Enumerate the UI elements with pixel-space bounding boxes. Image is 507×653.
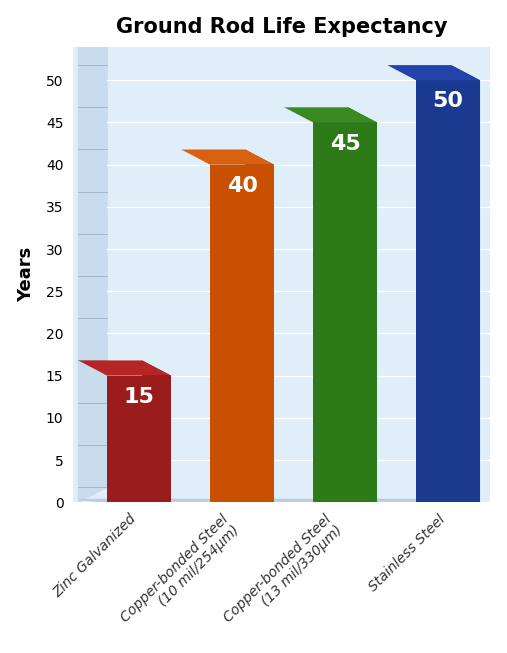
Polygon shape [387,65,480,80]
Polygon shape [182,150,274,165]
Y-axis label: Years: Years [17,247,34,302]
Text: 45: 45 [330,134,360,153]
Polygon shape [284,107,377,123]
Polygon shape [348,107,377,502]
Polygon shape [142,360,171,502]
Title: Ground Rod Life Expectancy: Ground Rod Life Expectancy [116,17,448,37]
Polygon shape [245,150,274,502]
Text: 40: 40 [227,176,258,196]
Polygon shape [451,65,480,502]
Bar [416,80,480,502]
Polygon shape [78,360,171,375]
Text: 50: 50 [432,91,463,112]
Polygon shape [78,500,480,502]
Bar [210,165,274,502]
Polygon shape [78,31,107,502]
Bar [107,375,171,502]
Text: 15: 15 [124,387,155,407]
Bar [313,123,377,502]
